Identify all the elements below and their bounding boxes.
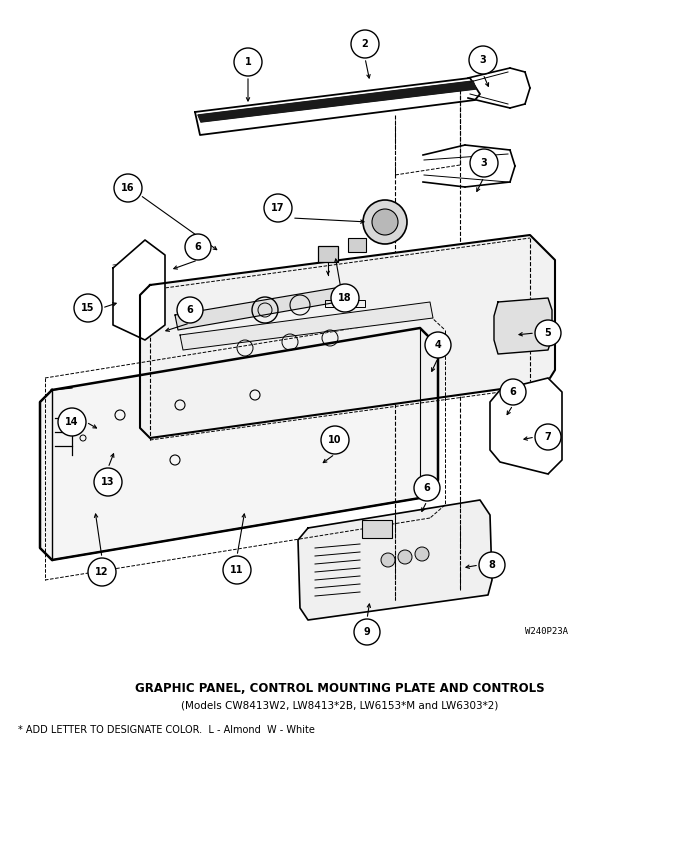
Text: 7: 7 [545, 432, 551, 442]
Bar [355, 300, 365, 307]
Text: 17: 17 [271, 203, 285, 213]
Circle shape [177, 297, 203, 323]
Text: 6: 6 [186, 305, 193, 315]
Text: 3: 3 [481, 158, 488, 168]
Text: 5: 5 [545, 328, 551, 338]
Bar [340, 300, 350, 307]
Polygon shape [180, 302, 433, 350]
Circle shape [351, 30, 379, 58]
Circle shape [264, 194, 292, 222]
Text: 6: 6 [509, 387, 516, 397]
Circle shape [479, 552, 505, 578]
Polygon shape [40, 328, 438, 560]
Bar [318, 246, 338, 262]
Text: 18: 18 [338, 293, 352, 303]
Circle shape [223, 556, 251, 584]
Polygon shape [298, 500, 492, 620]
Polygon shape [195, 78, 480, 135]
Text: 15: 15 [81, 303, 95, 313]
Text: 6: 6 [194, 242, 201, 252]
Circle shape [425, 332, 451, 358]
Text: 10: 10 [328, 435, 342, 445]
Text: GRAPHIC PANEL, CONTROL MOUNTING PLATE AND CONTROLS: GRAPHIC PANEL, CONTROL MOUNTING PLATE AN… [135, 681, 545, 695]
Text: W240P23A: W240P23A [525, 627, 568, 637]
Circle shape [114, 174, 142, 202]
Circle shape [94, 468, 122, 496]
Circle shape [500, 379, 526, 405]
Circle shape [381, 553, 395, 567]
Text: 3: 3 [479, 55, 486, 65]
Text: 8: 8 [488, 560, 496, 570]
Circle shape [58, 408, 86, 436]
Text: 12: 12 [95, 567, 109, 577]
Circle shape [372, 209, 398, 235]
Text: 14: 14 [65, 417, 79, 427]
Polygon shape [113, 240, 165, 340]
Polygon shape [490, 378, 562, 474]
Circle shape [331, 284, 359, 312]
Circle shape [363, 200, 407, 244]
Circle shape [398, 550, 412, 564]
Text: 6: 6 [424, 483, 430, 493]
Circle shape [88, 558, 116, 586]
Circle shape [535, 424, 561, 450]
Text: 11: 11 [231, 565, 243, 575]
Circle shape [470, 149, 498, 177]
Text: 1: 1 [245, 57, 252, 67]
Circle shape [74, 294, 102, 322]
Circle shape [234, 48, 262, 76]
Text: 2: 2 [362, 39, 369, 49]
Circle shape [415, 547, 429, 561]
Bar [325, 300, 335, 307]
Text: 4: 4 [435, 340, 441, 350]
Polygon shape [494, 298, 552, 354]
Text: * ADD LETTER TO DESIGNATE COLOR.  L - Almond  W - White: * ADD LETTER TO DESIGNATE COLOR. L - Alm… [18, 725, 315, 735]
Text: 9: 9 [364, 627, 371, 637]
Circle shape [414, 475, 440, 501]
Circle shape [469, 46, 497, 74]
Polygon shape [198, 81, 476, 122]
Circle shape [354, 619, 380, 645]
Bar [362, 520, 392, 538]
Bar [348, 238, 366, 252]
Polygon shape [175, 288, 338, 330]
Circle shape [535, 320, 561, 346]
Text: 16: 16 [121, 183, 135, 193]
Polygon shape [140, 235, 555, 438]
Circle shape [185, 234, 211, 260]
Circle shape [321, 426, 349, 454]
Text: 13: 13 [101, 477, 115, 487]
Text: (Models CW8413W2, LW8413*2B, LW6153*M and LW6303*2): (Models CW8413W2, LW8413*2B, LW6153*M an… [182, 701, 498, 711]
